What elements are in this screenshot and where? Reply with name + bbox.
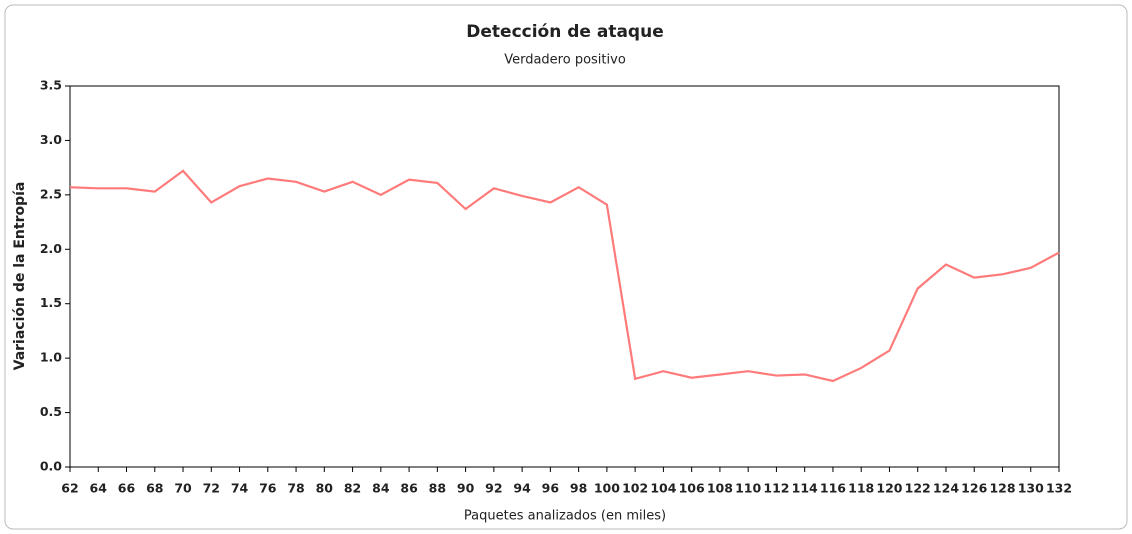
frame (4, 4, 1128, 530)
x-tick-label: 92 (485, 481, 502, 496)
x-tick-label: 72 (203, 481, 220, 496)
x-tick-label: 70 (174, 481, 192, 496)
data-line (69, 169, 1060, 383)
x-tick-label: 64 (90, 481, 108, 496)
x-tick-label: 68 (146, 481, 163, 496)
x-tick-label: 128 (989, 481, 1015, 496)
chart-title: Detección de ataque (466, 22, 663, 42)
x-tick-label: 130 (1018, 481, 1044, 496)
x-tick-label: 120 (876, 481, 902, 496)
x-tick-label: 122 (905, 481, 931, 496)
y-tick-label: 3.0 (40, 132, 62, 147)
x-tick-label: 132 (1046, 481, 1072, 496)
y-tick-label: 3.5 (40, 78, 62, 93)
plot-area (69, 85, 1060, 468)
x-tick-label: 118 (848, 481, 874, 496)
x-tick-label: 76 (259, 481, 277, 496)
chart-subtitle: Verdadero positivo (504, 53, 626, 68)
x-tick-label: 98 (570, 481, 587, 496)
x-tick-label: 74 (231, 481, 249, 496)
x-tick-label: 86 (400, 481, 418, 496)
x-tick-label: 106 (679, 481, 705, 496)
x-tick-label: 94 (513, 481, 531, 496)
x-axis-label: Paquetes analizados (en miles) (464, 509, 666, 524)
x-tick-label: 88 (429, 481, 446, 496)
x-tick-label: 100 (594, 481, 620, 496)
x-tick-label: 112 (763, 481, 789, 496)
y-tick-label: 0.5 (40, 404, 62, 419)
y-tick-label: 1.0 (40, 350, 62, 365)
x-tick-label: 104 (650, 481, 676, 496)
x-tick-label: 126 (961, 481, 987, 496)
x-tick-label: 80 (316, 481, 334, 496)
x-tick-label: 124 (933, 481, 959, 496)
x-tick-label: 102 (622, 481, 648, 496)
x-tick-label: 78 (287, 481, 304, 496)
y-tick-label: 0.0 (40, 459, 62, 474)
y-axis-label: Variación de la Entropía (12, 182, 28, 371)
x-tick-label: 66 (118, 481, 136, 496)
x-tick-label: 114 (792, 481, 818, 496)
x-tick-label: 96 (542, 481, 560, 496)
y-tick-label: 1.5 (40, 295, 62, 310)
x-tick-label: 62 (61, 481, 78, 496)
y-tick-label: 2.5 (40, 186, 62, 201)
x-tick-label: 82 (344, 481, 361, 496)
y-tick-label: 2.0 (40, 241, 62, 256)
x-tick-label: 90 (457, 481, 475, 496)
x-tick-label: 116 (820, 481, 846, 496)
x-tick-label: 84 (372, 481, 390, 496)
x-tick-label: 108 (707, 481, 733, 496)
x-tick-label: 110 (735, 481, 761, 496)
